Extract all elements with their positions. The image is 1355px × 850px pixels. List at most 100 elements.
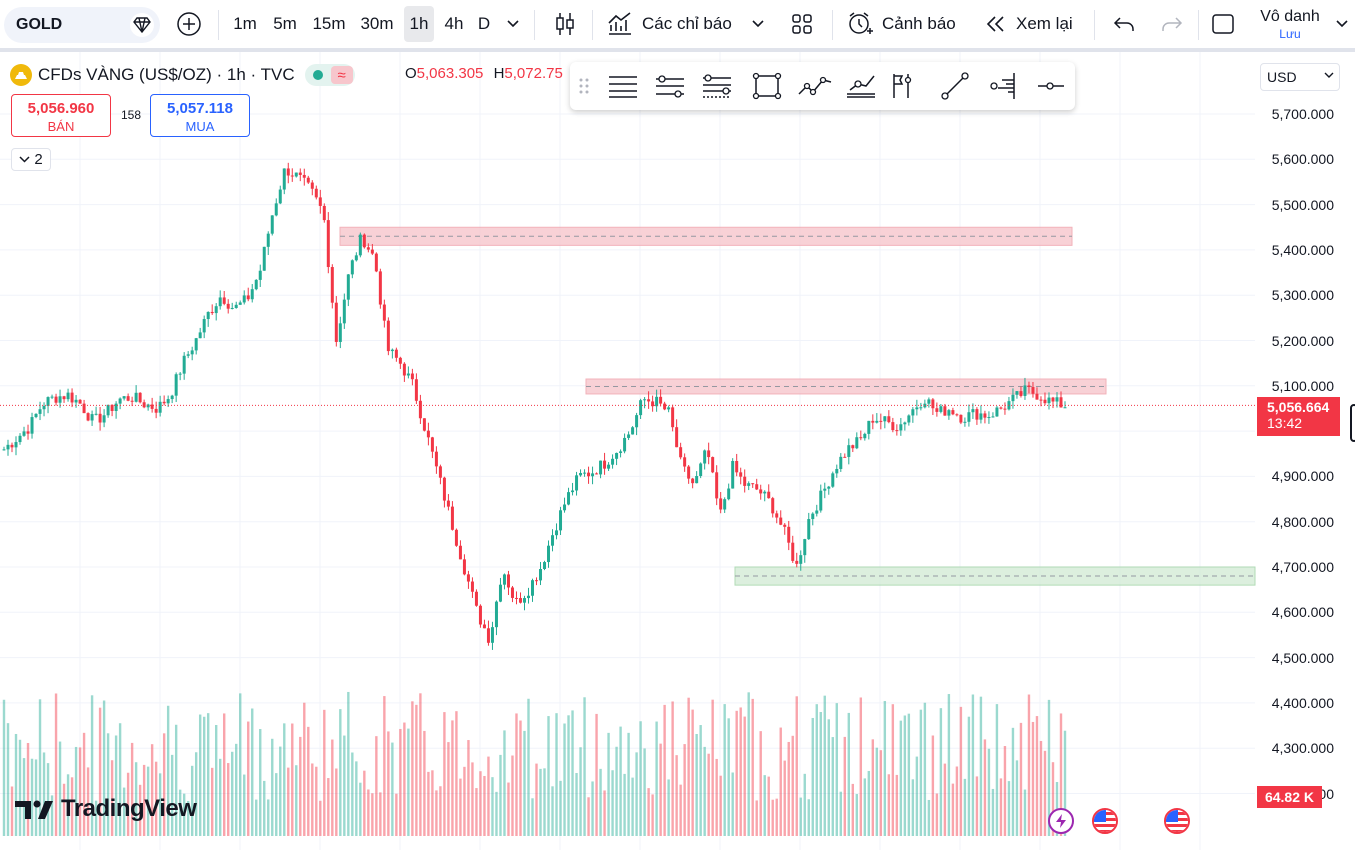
buy-button[interactable]: 5,057.118 MUA	[150, 94, 250, 137]
volume-bar	[571, 710, 574, 836]
candle-body	[607, 464, 611, 469]
indicators-button[interactable]: Các chỉ báo	[606, 6, 774, 42]
volume-bar	[963, 778, 967, 836]
fullscreen-icon[interactable]	[1208, 6, 1238, 42]
parallel-channel-icon[interactable]	[655, 72, 685, 100]
price-axis-label: 5,600.000	[1271, 151, 1334, 168]
candle-body	[162, 401, 166, 404]
chart-pane[interactable]	[0, 52, 1355, 850]
volume-bar	[467, 740, 470, 836]
interval-4h[interactable]: 4h	[444, 14, 464, 33]
volume-bar	[419, 693, 422, 836]
volume-bar	[82, 732, 86, 836]
candle-body	[535, 580, 539, 582]
lightning-event-icon[interactable]	[1048, 808, 1074, 834]
anchored-vwap-icon[interactable]	[846, 72, 876, 100]
volume-bar	[891, 704, 895, 836]
scroll-handle[interactable]	[1350, 404, 1355, 442]
redo-icon[interactable]	[1156, 6, 1188, 42]
undo-icon[interactable]	[1108, 6, 1140, 42]
indicators-collapse-button[interactable]: 2	[11, 148, 51, 171]
volume-bar	[206, 713, 210, 836]
volume-bar	[423, 730, 426, 836]
symbol-legend[interactable]: CFDs VÀNG (US$/OZ) · 1h · TVC ≈	[10, 63, 355, 87]
flag-icon[interactable]	[890, 72, 920, 100]
candle-body	[799, 555, 803, 564]
candle-body	[859, 437, 863, 439]
drag-handle-icon[interactable]	[576, 72, 592, 100]
candle-body	[699, 463, 703, 477]
volume-bar	[835, 703, 838, 836]
candle-body	[1047, 397, 1051, 404]
chevron-down-icon	[1324, 68, 1334, 82]
candlestick-type-icon[interactable]	[548, 6, 582, 42]
candle-body	[583, 472, 587, 474]
candle-body	[70, 392, 74, 403]
candle-body	[414, 379, 418, 401]
candle-body	[474, 591, 478, 606]
tradingview-logo[interactable]: TradingView	[15, 795, 197, 823]
volume-bar	[687, 697, 690, 836]
candle-body	[370, 249, 374, 254]
market-status-icon[interactable]: ≈	[304, 64, 355, 86]
path-icon[interactable]	[798, 72, 832, 100]
horizontal-ray-icon[interactable]	[1036, 72, 1066, 100]
candle-body	[110, 404, 114, 411]
indicators-icon	[608, 12, 631, 35]
volume-bar	[863, 778, 867, 836]
candle-body	[635, 415, 639, 428]
volume-bar	[223, 713, 226, 836]
currency-selector[interactable]: USD	[1260, 63, 1340, 91]
candle-body	[326, 220, 330, 268]
interval-1m[interactable]: 1m	[233, 14, 257, 33]
layout-save-button[interactable]: Vô danh Lưu	[1250, 7, 1330, 43]
candle-body	[194, 338, 198, 351]
diamond-icon[interactable]	[130, 13, 154, 37]
volume-bar	[299, 736, 302, 836]
alerts-button[interactable]: Cảnh báo	[846, 6, 966, 42]
volume-bar	[983, 739, 987, 836]
volume-bar	[659, 743, 662, 836]
volume-bar	[743, 716, 746, 836]
candle-body	[158, 401, 162, 413]
symbol-search-button[interactable]: GOLD	[4, 7, 160, 43]
volume-bar	[1051, 762, 1055, 836]
sell-price: 5,056.960	[27, 100, 95, 117]
candle-body	[522, 598, 526, 603]
volume-bar	[703, 746, 706, 836]
top-toolbar: GOLD 1m 5m 15m 30m 1h 4h D Các chỉ báo C…	[0, 0, 1355, 52]
interval-d[interactable]: D	[477, 14, 491, 33]
replay-button[interactable]: Xem lại	[984, 6, 1080, 42]
fib-retracement-icon[interactable]	[702, 72, 732, 100]
volume-bar	[267, 799, 270, 836]
interval-5m[interactable]: 5m	[273, 14, 297, 33]
add-symbol-icon[interactable]	[172, 6, 206, 42]
volume-bar	[78, 747, 82, 836]
chevron-down-icon[interactable]	[1333, 6, 1351, 42]
gold-coin-icon	[10, 64, 32, 86]
volume-bar	[951, 783, 955, 836]
sell-button[interactable]: 5,056.960 BÁN	[11, 94, 111, 137]
open-label: O	[405, 65, 417, 82]
volume-bar	[1003, 746, 1007, 836]
interval-1h[interactable]: 1h	[404, 6, 434, 42]
interval-30m[interactable]: 30m	[360, 14, 394, 33]
us-flag-event-icon[interactable]	[1164, 808, 1190, 834]
price-chart[interactable]	[0, 52, 1355, 850]
volume-bar	[531, 798, 534, 836]
chevron-down-icon[interactable]	[500, 6, 526, 42]
trend-line-icon[interactable]	[940, 72, 970, 100]
candle-body	[446, 500, 450, 507]
volume-profile-icon[interactable]	[988, 72, 1018, 100]
interval-15m[interactable]: 15m	[312, 14, 346, 33]
volume-bar	[711, 699, 714, 836]
candle-body	[234, 304, 238, 308]
candle-body	[126, 396, 130, 401]
us-flag-event-icon[interactable]	[1092, 808, 1118, 834]
candle-body	[935, 408, 939, 412]
candle-body	[46, 397, 50, 406]
rectangle-icon[interactable]	[752, 72, 782, 100]
layout-grid-icon[interactable]	[786, 6, 818, 42]
volume-bar	[739, 707, 742, 836]
horizontal-lines-icon[interactable]	[608, 72, 638, 100]
